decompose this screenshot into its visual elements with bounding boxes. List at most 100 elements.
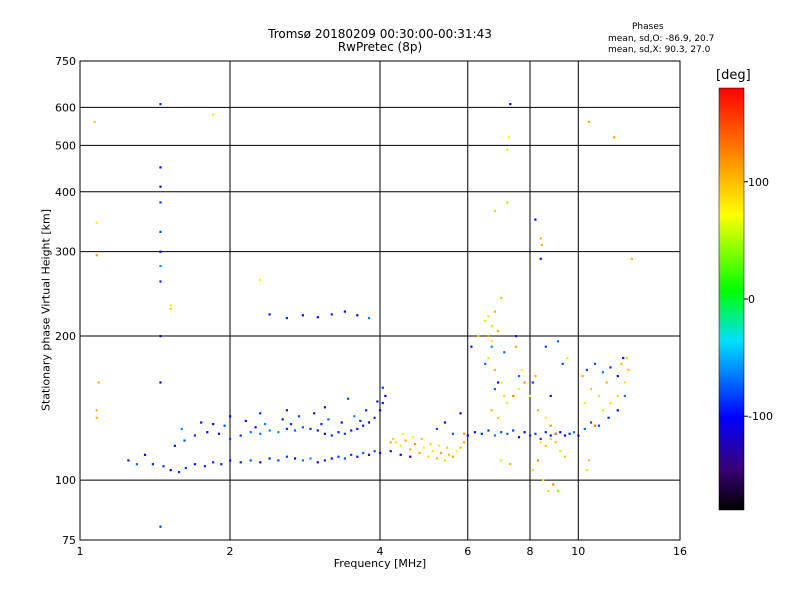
o-mode-point (367, 453, 371, 456)
x-mode-point (539, 237, 542, 240)
x-axis-label: Frequency [MHz] (333, 557, 427, 570)
x-mode-point (566, 356, 569, 360)
o-mode-point (268, 429, 271, 432)
x-mode-point (534, 375, 537, 378)
colorbar-unit: [deg] (716, 68, 751, 83)
x-mode-point (630, 257, 633, 260)
o-mode-point (285, 409, 288, 412)
o-mode-point (561, 362, 564, 365)
o-mode-point (381, 386, 384, 389)
o-mode-point (607, 416, 610, 419)
o-mode-point (289, 423, 293, 426)
colorbar-tick-label: -100 (748, 410, 773, 424)
o-mode-point (544, 431, 547, 434)
x-mode-point (500, 297, 503, 300)
o-mode-point (249, 459, 252, 462)
x-mode-point (490, 324, 493, 327)
x-mode-point (411, 436, 414, 439)
x-mode-point (620, 362, 623, 365)
o-mode-point (159, 250, 162, 253)
o-mode-point (249, 431, 252, 434)
o-mode-point (367, 317, 371, 320)
x-mode-point (431, 450, 434, 453)
x-mode-point (493, 209, 496, 212)
o-mode-point (350, 429, 353, 432)
o-mode-point (212, 423, 215, 426)
o-mode-point (517, 375, 521, 378)
x-mode-point (605, 381, 608, 384)
x-mode-point (429, 443, 432, 446)
o-mode-point (320, 423, 323, 426)
x-mode-point (445, 446, 449, 449)
x-mode-point (506, 401, 509, 405)
o-mode-point (373, 450, 376, 453)
o-mode-point (500, 431, 503, 434)
x-mode-point (259, 278, 262, 281)
x-mode-point (487, 356, 490, 360)
x-mode-point (625, 356, 628, 360)
o-mode-point (239, 461, 242, 464)
o-mode-point (556, 340, 560, 343)
o-mode-point (585, 368, 588, 371)
x-mode-point (389, 441, 392, 444)
x-mode-point (97, 381, 100, 384)
x-tick-label: 4 (377, 545, 384, 558)
o-mode-point (523, 431, 526, 434)
o-mode-point (180, 427, 183, 430)
o-mode-point (244, 419, 247, 422)
o-mode-point (337, 431, 340, 434)
x-mode-point (544, 416, 547, 419)
o-mode-point (534, 218, 537, 221)
o-mode-point (301, 459, 304, 462)
x-mode-point (500, 381, 503, 384)
y-tick-label: 400 (55, 186, 76, 199)
o-mode-point (409, 455, 412, 458)
o-mode-point (159, 335, 162, 338)
x-mode-point (507, 136, 510, 139)
x-mode-point (447, 453, 451, 456)
x-mode-point (581, 375, 584, 378)
x-mode-point (589, 388, 593, 391)
o-mode-point (323, 406, 326, 409)
o-mode-point (549, 434, 552, 437)
o-mode-point (490, 345, 493, 348)
o-mode-point (362, 451, 365, 455)
o-mode-point (301, 426, 304, 429)
x-mode-point (549, 437, 552, 440)
o-mode-point (297, 415, 301, 418)
x-mode-point (399, 444, 402, 447)
o-mode-point (159, 185, 162, 188)
o-mode-point (212, 461, 215, 464)
x-mode-point (627, 368, 630, 371)
o-mode-point (268, 313, 271, 316)
o-mode-point (577, 434, 580, 437)
o-mode-point (293, 429, 297, 432)
x-mode-point (585, 469, 588, 472)
x-mode-point (439, 451, 443, 455)
x-mode-point (455, 450, 458, 453)
x-mode-point (503, 394, 506, 397)
x-mode-point (529, 394, 532, 397)
x-mode-point (95, 416, 98, 419)
x-mode-point (583, 401, 586, 405)
x-mode-point (463, 441, 466, 444)
o-mode-point (229, 415, 232, 418)
o-mode-point (365, 409, 368, 412)
o-mode-point (589, 421, 593, 424)
o-mode-point (534, 432, 537, 435)
y-tick-label: 600 (55, 101, 76, 114)
x-mode-point (212, 113, 215, 116)
o-mode-point (544, 345, 547, 348)
plot-frame (79, 60, 681, 541)
phases-title: Phases (632, 22, 664, 32)
o-mode-point (159, 525, 162, 528)
x-mode-point (443, 459, 447, 462)
o-mode-point (285, 317, 288, 320)
o-mode-point (254, 426, 257, 429)
x-tick-label: 8 (527, 545, 534, 558)
o-mode-point (559, 431, 562, 434)
o-mode-point (330, 434, 333, 437)
y-tick-label: 300 (55, 246, 76, 259)
x-mode-point (169, 307, 172, 310)
